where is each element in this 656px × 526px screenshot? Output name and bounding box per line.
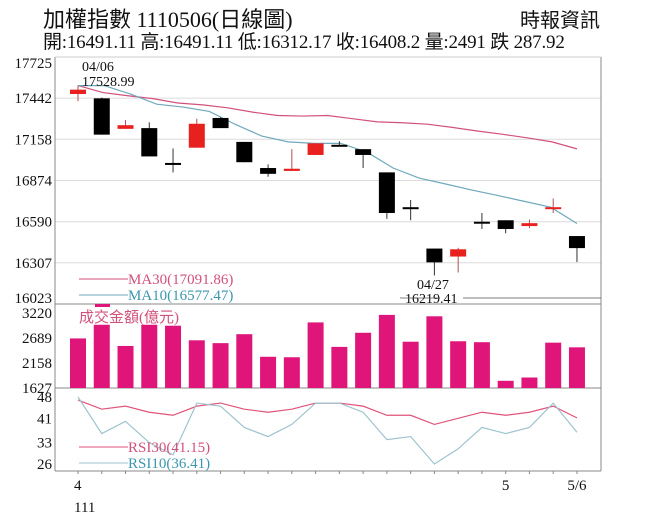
svg-text:16590: 16590 bbox=[15, 215, 53, 231]
moving-average-lines bbox=[77, 84, 578, 225]
svg-text:17442: 17442 bbox=[15, 91, 53, 107]
svg-text:1627: 1627 bbox=[22, 381, 53, 397]
volume-bars bbox=[70, 314, 585, 388]
svg-text:41: 41 bbox=[37, 411, 52, 427]
annotations: 04/06 17528.99 04/27 16219.41 bbox=[82, 60, 601, 307]
svg-text:3220: 3220 bbox=[22, 306, 52, 322]
rsi30-legend: RSI30(41.15) bbox=[128, 440, 210, 456]
high-date-label: 04/06 bbox=[82, 60, 114, 75]
rsi-lines bbox=[77, 396, 578, 465]
svg-text:2158: 2158 bbox=[22, 356, 52, 372]
ohlc-stats: 開:16491.11 高:16491.11 低:16312.17 收:16408… bbox=[43, 32, 565, 53]
x-axis: 4 111 5 5/6 bbox=[74, 471, 587, 516]
low-date-label: 04/27 bbox=[417, 278, 449, 293]
ma10-legend: MA10(16577.47) bbox=[128, 288, 233, 304]
source-label: 時報資訊 bbox=[520, 10, 600, 32]
gridlines bbox=[55, 97, 601, 264]
svg-text:5: 5 bbox=[502, 478, 510, 494]
svg-text:16023: 16023 bbox=[15, 291, 53, 307]
svg-text:17158: 17158 bbox=[15, 132, 53, 148]
chart-title: 加權指數 1110506(日線圖) bbox=[43, 7, 293, 32]
low-value-label: 16219.41 bbox=[405, 292, 458, 307]
svg-text:17725: 17725 bbox=[15, 56, 53, 72]
svg-text:48: 48 bbox=[37, 390, 52, 406]
candlesticks bbox=[70, 85, 585, 276]
svg-text:5/6: 5/6 bbox=[567, 478, 587, 494]
high-value-label: 17528.99 bbox=[82, 75, 135, 90]
svg-text:33: 33 bbox=[37, 436, 52, 452]
volume-title: 成交金額(億元) bbox=[79, 308, 179, 326]
svg-text:4: 4 bbox=[74, 478, 82, 494]
rsi10-legend: RSI10(36.41) bbox=[128, 456, 210, 472]
svg-text:2689: 2689 bbox=[22, 331, 52, 347]
svg-text:16874: 16874 bbox=[15, 174, 53, 190]
svg-text:111: 111 bbox=[74, 500, 95, 516]
legends: MA30(17091.86) MA10(16577.47) 成交金額(億元) R… bbox=[79, 272, 233, 472]
svg-text:26: 26 bbox=[37, 457, 53, 473]
svg-text:16307: 16307 bbox=[15, 256, 53, 272]
ma30-legend: MA30(17091.86) bbox=[128, 272, 233, 288]
